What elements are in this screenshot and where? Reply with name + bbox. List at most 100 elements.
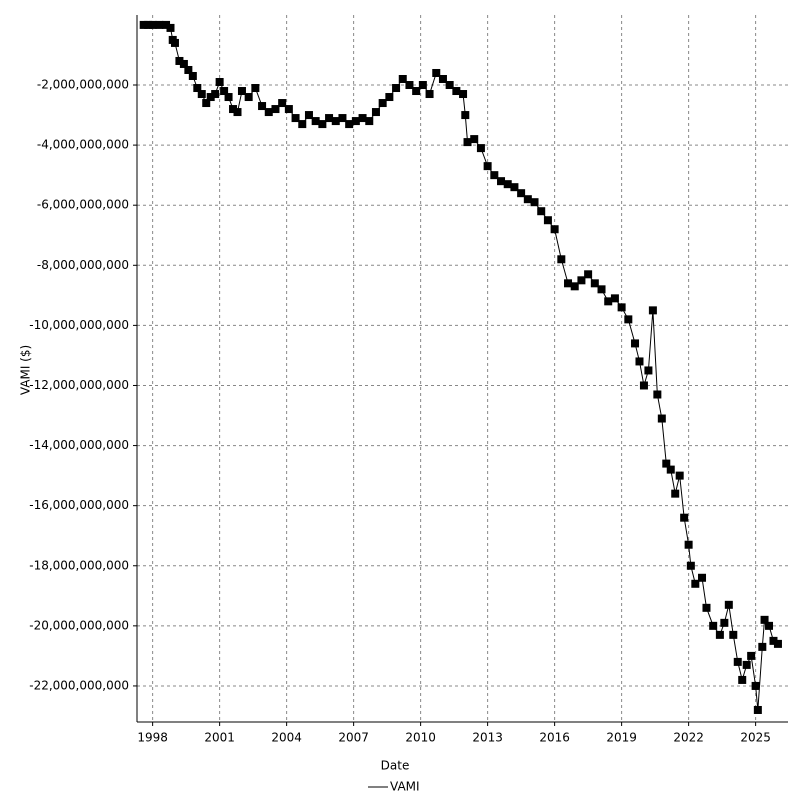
point [490, 171, 499, 180]
y-tick-label: -6,000,000,000 [37, 198, 129, 212]
point [742, 660, 751, 669]
point [166, 23, 175, 32]
point [215, 78, 224, 87]
point [193, 84, 202, 93]
point [517, 189, 526, 198]
point [452, 87, 461, 96]
point [385, 93, 394, 102]
point [325, 114, 334, 123]
point [438, 74, 447, 83]
point [729, 630, 738, 639]
point [144, 20, 153, 29]
point [155, 20, 164, 29]
point [459, 90, 468, 99]
point [237, 87, 246, 96]
point [244, 93, 253, 102]
point [184, 65, 193, 74]
y-axis-label: VAMI ($) [19, 345, 33, 395]
point [702, 603, 711, 612]
point [590, 279, 599, 288]
y-tick-label: -18,000,000,000 [29, 558, 129, 572]
point [691, 579, 700, 588]
x-tick-label: 2001 [204, 731, 235, 745]
point [188, 71, 197, 80]
point [773, 639, 782, 648]
point [537, 207, 546, 216]
point [358, 114, 367, 123]
point [584, 270, 593, 279]
point [709, 621, 718, 630]
point [671, 489, 680, 498]
point [304, 111, 313, 120]
point [392, 84, 401, 93]
point [476, 144, 485, 153]
y-tick-label: -20,000,000,000 [29, 618, 129, 632]
x-tick-label: 2013 [472, 731, 503, 745]
point [311, 117, 320, 126]
point [657, 414, 666, 423]
point [557, 255, 566, 264]
point [318, 120, 327, 129]
x-tick-label: 2007 [338, 731, 369, 745]
point [418, 81, 427, 90]
point [483, 162, 492, 171]
point [251, 84, 260, 93]
point [666, 465, 675, 474]
point [170, 38, 179, 47]
point [715, 630, 724, 639]
point [698, 573, 707, 582]
point [733, 657, 742, 666]
point [365, 117, 374, 126]
point [220, 87, 229, 96]
point [162, 20, 171, 29]
point [747, 651, 756, 660]
point [445, 81, 454, 90]
x-tick-label: 2019 [606, 731, 637, 745]
y-tick-label: -8,000,000,000 [37, 258, 129, 272]
point [278, 99, 287, 108]
point [751, 681, 760, 690]
point [338, 114, 347, 123]
point [284, 105, 293, 114]
point [639, 381, 648, 390]
y-tick-label: -14,000,000,000 [29, 438, 129, 452]
point [597, 285, 606, 294]
point [570, 282, 579, 291]
point [331, 117, 340, 126]
point [148, 20, 157, 29]
point [463, 138, 472, 147]
point [635, 357, 644, 366]
x-tick-label: 2016 [539, 731, 570, 745]
point [624, 315, 633, 324]
point [686, 561, 695, 570]
point [720, 618, 729, 627]
point [760, 615, 769, 624]
y-tick-label: -2,000,000,000 [37, 78, 129, 92]
point [738, 675, 747, 684]
point [503, 180, 512, 189]
point [405, 81, 414, 90]
point [577, 276, 586, 285]
y-tick-label: -16,000,000,000 [29, 498, 129, 512]
y-tick-label: -22,000,000,000 [29, 678, 129, 692]
y-tick-label: -12,000,000,000 [29, 378, 129, 392]
point [412, 87, 421, 96]
point [211, 90, 220, 99]
point [631, 339, 640, 348]
point [675, 471, 684, 480]
point [264, 108, 273, 117]
point [510, 183, 519, 192]
point [398, 74, 407, 83]
point [425, 90, 434, 99]
point [175, 56, 184, 65]
point [345, 120, 354, 129]
point [684, 540, 693, 549]
point [470, 135, 479, 144]
point [224, 93, 233, 102]
point [233, 108, 242, 117]
point [617, 303, 626, 312]
point [644, 366, 653, 375]
point [432, 68, 441, 77]
point [604, 297, 613, 306]
